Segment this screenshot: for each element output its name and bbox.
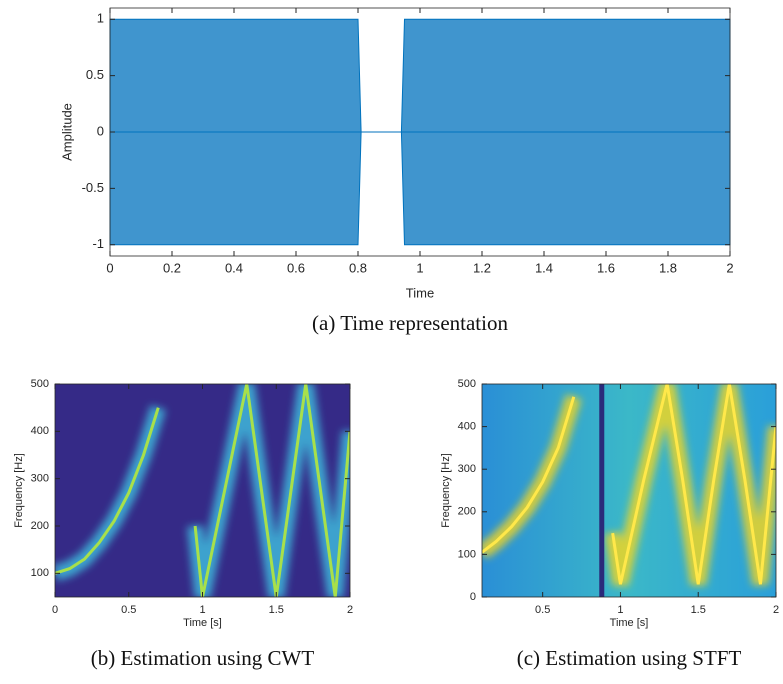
x-tick-label: 0.6	[287, 260, 305, 275]
x-tick-label: 1.4	[535, 260, 553, 275]
x-tick-label: 0	[52, 604, 58, 616]
y-axis-label: Frequency [Hz]	[440, 453, 452, 528]
x-tick-label: 1.2	[473, 260, 491, 275]
x-tick-label: 0.8	[349, 260, 367, 275]
y-axis-label: Frequency [Hz]	[13, 453, 25, 528]
y-tick-label: -1	[92, 236, 104, 251]
x-axis-label: Time	[406, 285, 434, 300]
x-tick-label: 1.5	[691, 604, 706, 616]
ridge	[482, 384, 776, 585]
x-tick-label: 0.5	[535, 604, 550, 616]
x-axis-label: Time [s]	[610, 617, 649, 629]
x-tick-label: 0.4	[225, 260, 243, 275]
ridge	[55, 384, 350, 597]
x-tick-label: 0.5	[121, 604, 136, 616]
y-tick-label: 0.5	[86, 67, 104, 82]
x-tick-label: 2	[726, 260, 733, 275]
y-tick-label: 200	[31, 520, 49, 532]
y-tick-label: 100	[458, 548, 476, 560]
y-tick-label: 0	[97, 123, 104, 138]
x-tick-label: 1	[617, 604, 623, 616]
y-axis-label: Amplitude	[59, 103, 74, 161]
x-tick-label: 2	[347, 604, 353, 616]
axes-box	[481, 383, 777, 598]
y-tick-label: 400	[31, 425, 49, 437]
plot-area	[55, 384, 350, 597]
y-tick-label: 100	[31, 567, 49, 579]
y-tick-label: 500	[458, 378, 476, 390]
y-tick-label: -0.5	[82, 180, 104, 195]
x-tick-label: 1	[199, 604, 205, 616]
signal-envelope	[109, 131, 731, 246]
caption: (c) Estimation using STFT	[517, 646, 742, 670]
y-tick-label: 300	[31, 473, 49, 485]
x-tick-label: 1.5	[269, 604, 284, 616]
y-tick-label: 1	[97, 11, 104, 26]
signal-envelope	[109, 18, 731, 133]
y-tick-label: 200	[458, 506, 476, 518]
x-tick-label: 1.6	[597, 260, 615, 275]
x-tick-label: 2	[773, 604, 779, 616]
x-tick-label: 1.8	[659, 260, 677, 275]
caption: (b) Estimation using CWT	[91, 646, 315, 670]
caption: (a) Time representation	[312, 311, 508, 335]
y-tick-label: 300	[458, 463, 476, 475]
y-tick-label: 0	[470, 591, 476, 603]
x-tick-label: 0.2	[163, 260, 181, 275]
x-axis-label: Time [s]	[183, 617, 222, 629]
y-tick-label: 500	[31, 378, 49, 390]
plot-area	[482, 384, 776, 597]
x-tick-label: 1	[416, 260, 423, 275]
x-tick-label: 0	[106, 260, 113, 275]
plot-area	[109, 18, 731, 246]
y-tick-label: 400	[458, 421, 476, 433]
